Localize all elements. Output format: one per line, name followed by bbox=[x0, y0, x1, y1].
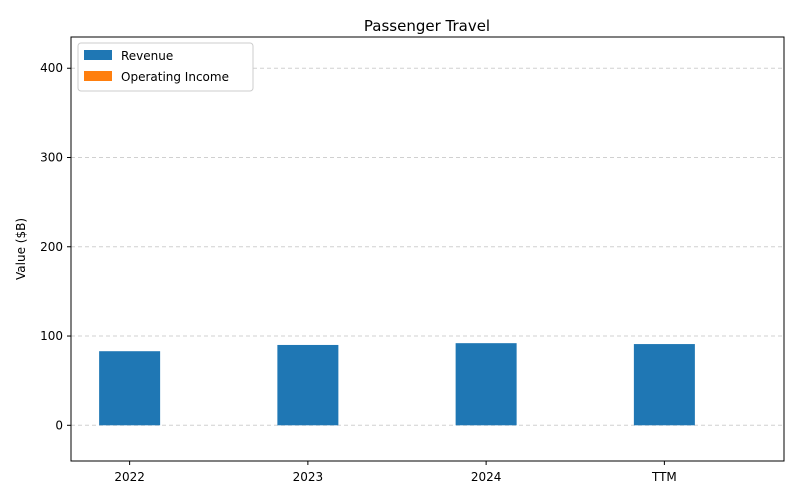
y-tick-label: 0 bbox=[55, 418, 63, 432]
legend-swatch bbox=[84, 71, 112, 81]
plot-frame bbox=[70, 36, 785, 462]
legend-label: Operating Income bbox=[121, 70, 229, 84]
bar-revenue bbox=[277, 344, 339, 426]
y-axis-label: Value ($B) bbox=[14, 218, 28, 280]
legend-box bbox=[77, 42, 254, 92]
y-tick-label: 400 bbox=[40, 61, 63, 75]
legend-label: Revenue bbox=[121, 49, 173, 63]
legend: Revenue Operating Income bbox=[77, 42, 254, 92]
axes bbox=[70, 36, 785, 462]
y-axis-ticks: 0 100 200 300 400 bbox=[40, 61, 71, 432]
bar-revenue bbox=[633, 344, 695, 426]
x-axis-ticks: 2022 2023 2024 TTM bbox=[114, 461, 677, 484]
x-tick-label: 2024 bbox=[471, 470, 502, 484]
y-tick-label: 300 bbox=[40, 151, 63, 165]
x-tick-label: 2022 bbox=[114, 470, 145, 484]
legend-swatch bbox=[84, 50, 112, 60]
bars bbox=[99, 343, 695, 426]
bar-revenue bbox=[99, 351, 161, 426]
x-tick-label: 2023 bbox=[293, 470, 324, 484]
x-tick-label: TTM bbox=[651, 470, 677, 484]
chart-title: Passenger Travel bbox=[364, 17, 490, 35]
y-tick-label: 200 bbox=[40, 240, 63, 254]
bar-revenue bbox=[455, 343, 517, 426]
y-tick-label: 100 bbox=[40, 329, 63, 343]
